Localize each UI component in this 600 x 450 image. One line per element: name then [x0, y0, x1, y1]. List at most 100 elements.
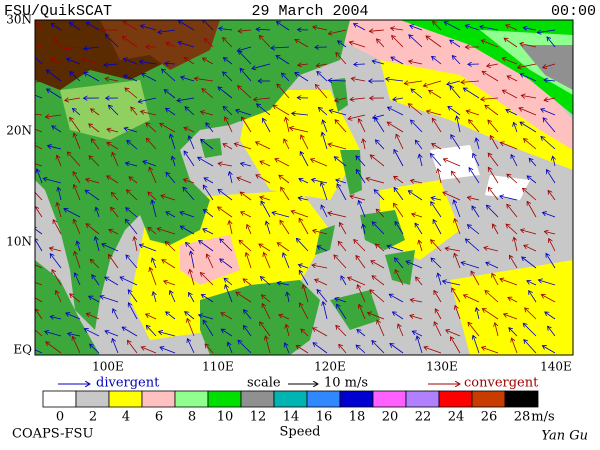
wind-arrow [523, 188, 537, 201]
wind-arrow [493, 224, 499, 235]
wind-arrow [431, 240, 442, 252]
wind-arrow [84, 47, 100, 49]
wind-arrow [51, 59, 62, 65]
wind-arrow [143, 161, 157, 167]
wind-arrow [126, 163, 138, 167]
wind-arrow [238, 86, 252, 99]
colorbar-tick-label: 0 [56, 410, 64, 425]
wind-arrow [86, 313, 100, 320]
wind-arrow [127, 340, 138, 354]
wind-arrow [35, 53, 43, 65]
wind-arrow [57, 203, 62, 218]
wind-arrow [162, 260, 176, 269]
colorbar: 0 2 4 6 8 10 12 14 16 18 20 22 24 26 28 m/s [42, 390, 555, 425]
colorbar-tick-label: 4 [122, 410, 130, 425]
colorbar-tick-label: 2 [89, 410, 97, 425]
wind-arrow [424, 347, 442, 354]
wind-arrow [435, 309, 442, 320]
wind-arrow [359, 119, 366, 133]
wind-arrow [262, 304, 271, 320]
wind-arrow [300, 152, 309, 167]
wind-arrow [419, 240, 423, 252]
wind-arrow [65, 98, 81, 101]
wind-arrow [464, 295, 480, 303]
wind-arrow [410, 26, 423, 31]
wind-arrow [486, 205, 499, 218]
wind-arrow [105, 331, 119, 337]
wind-arrow [229, 172, 232, 184]
wind-arrow [445, 248, 461, 252]
wind-arrow [146, 325, 157, 337]
wind-arrow [35, 264, 43, 269]
wind-arrow [266, 221, 271, 235]
wind-arrow [321, 205, 328, 218]
wind-arrow [257, 104, 271, 116]
wind-arrow [393, 312, 404, 320]
wind-arrow [387, 246, 404, 252]
wind-arrow [553, 156, 555, 167]
wind-arrow [370, 290, 385, 303]
wind-arrow [111, 207, 119, 218]
wind-arrow [189, 136, 195, 150]
wind-arrow [292, 113, 309, 115]
wind-arrow [434, 291, 442, 303]
wind-arrow [522, 257, 537, 269]
wind-arrow [374, 190, 385, 201]
wind-arrow [328, 213, 347, 218]
colorbar-cell [372, 390, 407, 408]
longitude-labels: 100E 110E 120E 130E 140E [92, 360, 572, 374]
wind-arrow [35, 163, 43, 167]
colorbar-tick-label: 6 [155, 410, 163, 425]
wind-arrow [396, 134, 404, 150]
wind-arrow [542, 346, 556, 354]
wind-arrow [112, 339, 119, 354]
wind-arrow [295, 39, 309, 48]
wind-arrow [488, 187, 499, 201]
footer-right: Yan Gu [541, 429, 588, 444]
colorbar-tick-label: 28 [514, 410, 531, 425]
wind-arrow [66, 313, 81, 320]
wind-arrow [128, 303, 138, 320]
wind-arrow [348, 277, 366, 286]
wind-arrow [35, 191, 43, 201]
wind-arrow [238, 51, 252, 65]
wind-arrow [161, 196, 176, 201]
wind-arrow [203, 210, 214, 218]
colorbar-tick-label: 12 [250, 410, 267, 425]
wind-arrow [141, 111, 157, 116]
wind-arrow [228, 342, 233, 354]
wind-arrow [366, 178, 385, 184]
legend-convergent: convergent [464, 376, 539, 391]
wind-arrow [164, 90, 176, 99]
wind-arrow [488, 167, 499, 184]
wind-arrow [277, 243, 290, 252]
wind-arrow [432, 56, 442, 65]
wind-arrow [203, 185, 214, 201]
wind-arrow [236, 110, 252, 116]
wind-arrow [391, 57, 404, 65]
colorbar-cell [108, 390, 143, 408]
latitude-labels: 30N 20N 10N EQ [6, 13, 32, 357]
colorbar-cell [405, 390, 440, 408]
wind-arrow [454, 219, 461, 235]
wind-arrow [291, 211, 309, 218]
wind-arrow [90, 259, 100, 269]
wind-arrow [35, 144, 43, 150]
wind-arrow [389, 294, 404, 303]
wind-arrow [408, 104, 423, 116]
wind-arrow [53, 220, 62, 235]
wind-arrow [322, 132, 328, 150]
wind-arrow [372, 341, 385, 354]
wind-arrow [46, 70, 62, 82]
wind-arrow [356, 169, 366, 184]
wind-arrow [431, 202, 442, 218]
wind-arrow [363, 139, 365, 150]
wind-arrow [317, 71, 328, 82]
wind-arrow [463, 88, 480, 99]
wind-arrow [419, 154, 422, 167]
wind-arrow [391, 28, 404, 30]
wind-arrow [523, 323, 537, 337]
wind-arrow [185, 107, 195, 116]
wind-arrow [395, 258, 404, 269]
wind-arrow [138, 97, 157, 102]
